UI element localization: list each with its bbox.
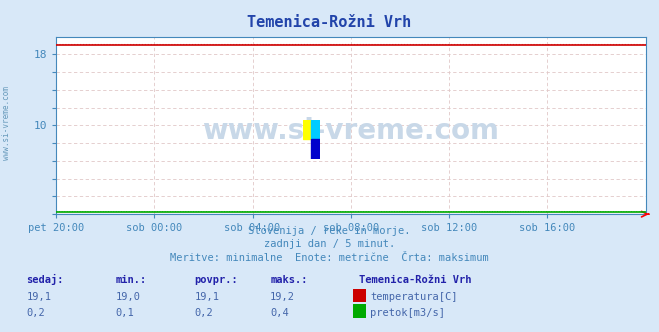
Text: povpr.:: povpr.: [194, 275, 238, 285]
Text: Temenica-Rožni Vrh: Temenica-Rožni Vrh [247, 15, 412, 30]
Text: 19,2: 19,2 [270, 292, 295, 302]
Text: temperatura[C]: temperatura[C] [370, 292, 458, 302]
Text: 0,2: 0,2 [194, 308, 213, 318]
Text: zadnji dan / 5 minut.: zadnji dan / 5 minut. [264, 239, 395, 249]
Bar [312, 139, 320, 159]
Text: www.si-vreme.com: www.si-vreme.com [202, 117, 500, 145]
Bar [312, 120, 320, 139]
Text: 0,2: 0,2 [26, 308, 45, 318]
Text: 19,1: 19,1 [26, 292, 51, 302]
Text: Temenica-Rožni Vrh: Temenica-Rožni Vrh [359, 275, 472, 285]
Text: 19,1: 19,1 [194, 292, 219, 302]
Bar [303, 120, 312, 139]
Text: Meritve: minimalne  Enote: metrične  Črta: maksimum: Meritve: minimalne Enote: metrične Črta:… [170, 253, 489, 263]
Text: maks.:: maks.: [270, 275, 308, 285]
Text: 0,1: 0,1 [115, 308, 134, 318]
Text: sedaj:: sedaj: [26, 274, 64, 285]
Text: min.:: min.: [115, 275, 146, 285]
Text: www.si-vreme.com: www.si-vreme.com [2, 86, 11, 160]
Text: 0,4: 0,4 [270, 308, 289, 318]
Text: 19,0: 19,0 [115, 292, 140, 302]
Text: pretok[m3/s]: pretok[m3/s] [370, 308, 445, 318]
Text: Slovenija / reke in morje.: Slovenija / reke in morje. [248, 226, 411, 236]
